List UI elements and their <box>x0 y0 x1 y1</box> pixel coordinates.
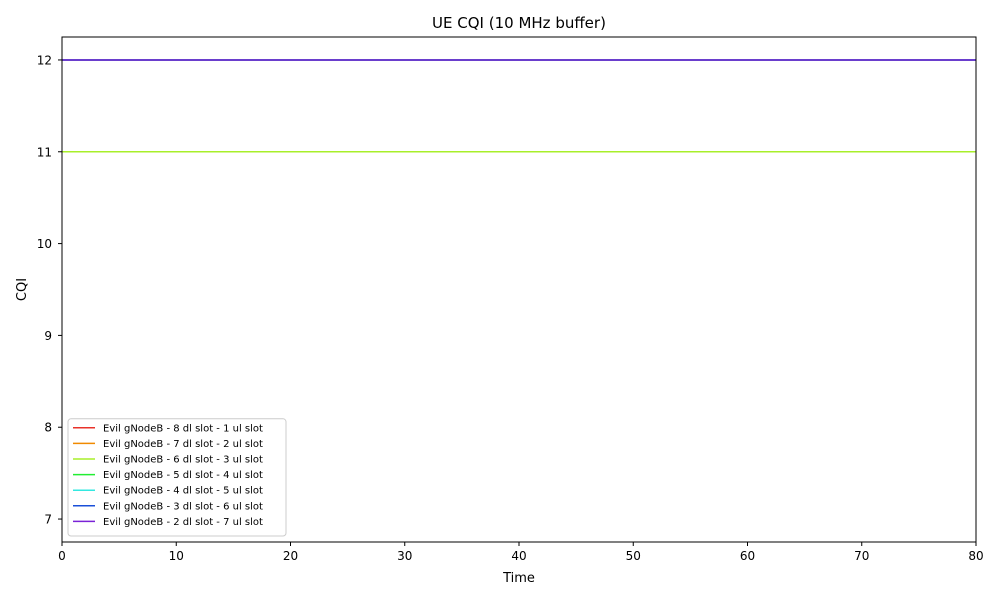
legend-label-3: Evil gNodeB - 6 dl slot - 3 ul slot <box>103 455 263 466</box>
legend-label-1: Evil gNodeB - 8 dl slot - 1 ul slot <box>103 423 263 434</box>
x-tick-label: 40 <box>511 549 526 563</box>
x-tick-label: 0 <box>58 549 66 563</box>
x-axis-label: Time <box>502 571 535 586</box>
legend-label-4: Evil gNodeB - 5 dl slot - 4 ul slot <box>103 470 263 481</box>
x-tick-label: 60 <box>740 549 755 563</box>
legend-label-6: Evil gNodeB - 3 dl slot - 6 ul slot <box>103 501 263 512</box>
y-tick-label: 10 <box>37 237 52 251</box>
y-tick-label: 9 <box>44 329 52 343</box>
x-tick-label: 30 <box>397 549 412 563</box>
y-axis-label: CQI <box>15 278 30 301</box>
legend-label-5: Evil gNodeB - 4 dl slot - 5 ul slot <box>103 486 263 497</box>
x-tick-label: 80 <box>968 549 983 563</box>
chart-title: UE CQI (10 MHz buffer) <box>432 14 606 32</box>
y-tick-label: 8 <box>44 421 52 435</box>
y-tick-label: 12 <box>37 53 52 67</box>
y-tick-label: 11 <box>37 145 52 159</box>
x-tick-label: 50 <box>626 549 641 563</box>
legend-box <box>67 418 287 537</box>
x-tick-label: 10 <box>169 549 184 563</box>
legend-label-7: Evil gNodeB - 2 dl slot - 7 ul slot <box>103 517 263 528</box>
legend-label-2: Evil gNodeB - 7 dl slot - 2 ul slot <box>103 439 263 450</box>
legend: Evil gNodeB - 8 dl slot - 1 ul slot Evil … <box>67 418 287 537</box>
x-axis: 0 10 20 30 40 50 60 70 80 <box>58 542 984 563</box>
x-tick-label: 70 <box>854 549 869 563</box>
plot-area <box>62 59 976 153</box>
x-tick-label: 20 <box>283 549 298 563</box>
y-axis: 7 8 9 10 11 12 <box>37 53 62 527</box>
y-tick-label: 7 <box>44 513 52 527</box>
